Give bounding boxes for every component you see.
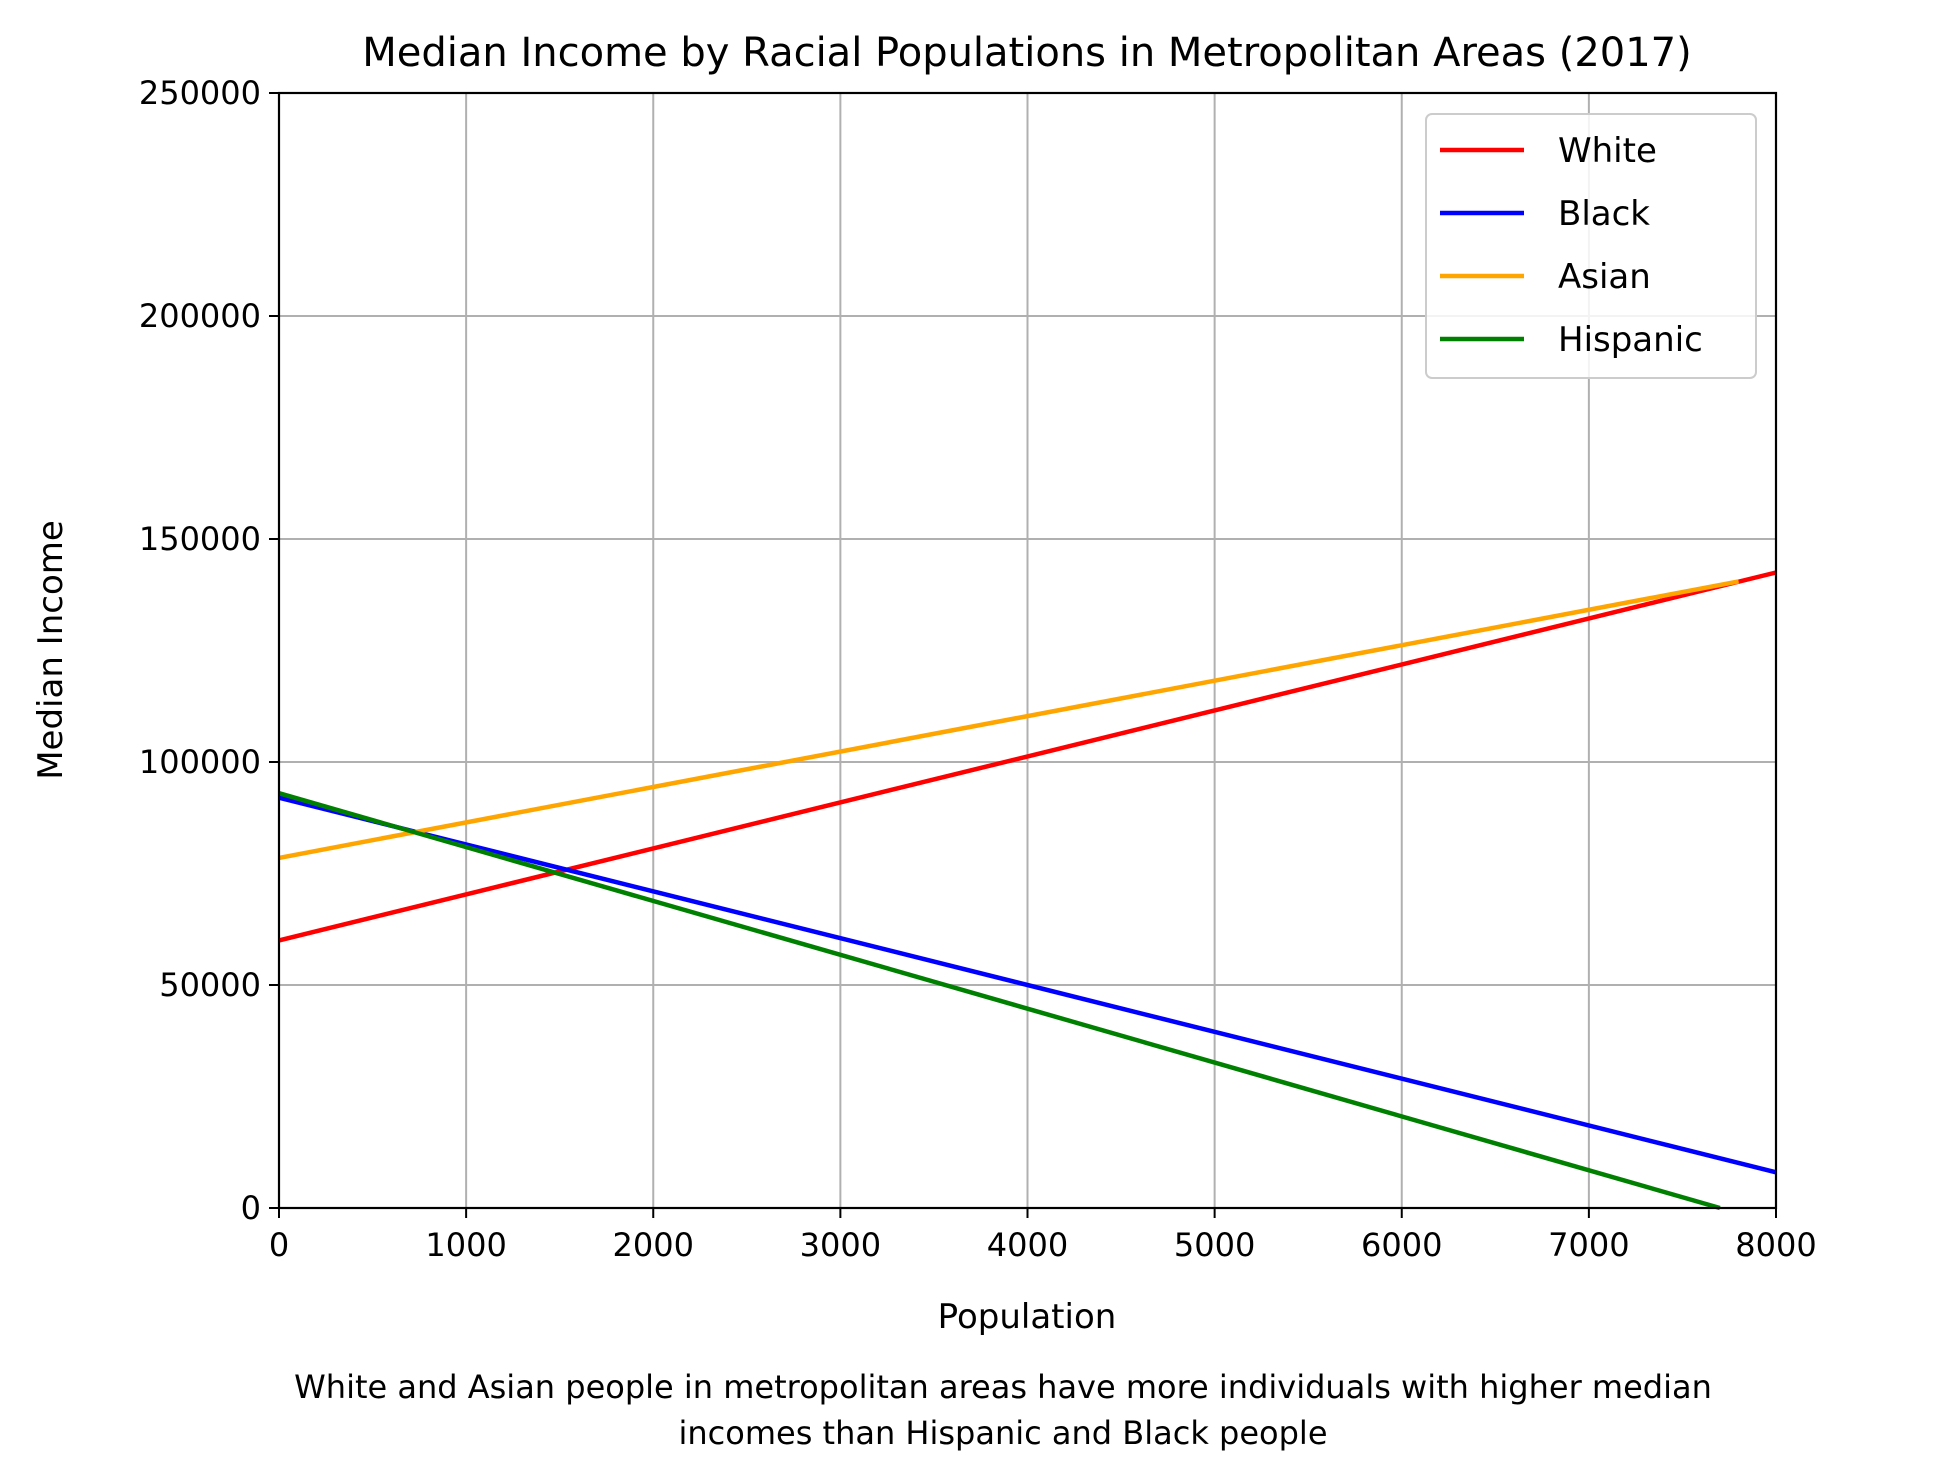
series-line-black bbox=[278, 795, 1777, 1175]
x-tick-label: 8000 bbox=[1735, 1226, 1816, 1264]
y-axis-label: Median Income bbox=[31, 520, 71, 780]
caption-line-1: White and Asian people in metropolitan a… bbox=[294, 1368, 1712, 1406]
legend: White Black Asian Hispanic bbox=[1425, 113, 1757, 379]
x-axis-label: Population bbox=[938, 1297, 1117, 1337]
series-line-white bbox=[278, 570, 1777, 943]
y-tick-label: 150000 bbox=[139, 520, 261, 558]
y-tick-label: 100000 bbox=[139, 743, 261, 781]
y-tick-label: 0 bbox=[241, 1189, 261, 1227]
y-tick-label: 50000 bbox=[159, 966, 261, 1004]
caption-line-2: incomes than Hispanic and Black people bbox=[678, 1414, 1327, 1452]
x-tick-label: 1000 bbox=[425, 1226, 506, 1264]
x-tick-label: 5000 bbox=[1174, 1226, 1255, 1264]
y-tick-label: 200000 bbox=[139, 297, 261, 335]
legend-box bbox=[1425, 113, 1757, 379]
legend-label-white: White bbox=[1558, 131, 1657, 171]
x-tick-label: 6000 bbox=[1361, 1226, 1442, 1264]
x-tick-label: 3000 bbox=[800, 1226, 881, 1264]
legend-label-hispanic: Hispanic bbox=[1558, 320, 1703, 360]
legend-label-black: Black bbox=[1558, 194, 1650, 234]
x-tick-label: 4000 bbox=[987, 1226, 1068, 1264]
series-lines bbox=[278, 570, 1777, 1211]
x-tick-label: 2000 bbox=[613, 1226, 694, 1264]
y-tick-label: 250000 bbox=[139, 74, 261, 112]
chart-title: Median Income by Racial Populations in M… bbox=[362, 30, 1691, 76]
y-axis-ticks: 0 50000 100000 150000 200000 250000 bbox=[139, 74, 279, 1227]
x-tick-label: 0 bbox=[269, 1226, 289, 1264]
x-tick-label: 7000 bbox=[1548, 1226, 1629, 1264]
series-line-asian bbox=[278, 579, 1740, 861]
series-line-hispanic bbox=[278, 791, 1721, 1211]
x-axis-ticks: 0 1000 2000 3000 4000 5000 6000 7000 8000 bbox=[269, 1208, 1817, 1264]
legend-label-asian: Asian bbox=[1558, 257, 1651, 297]
